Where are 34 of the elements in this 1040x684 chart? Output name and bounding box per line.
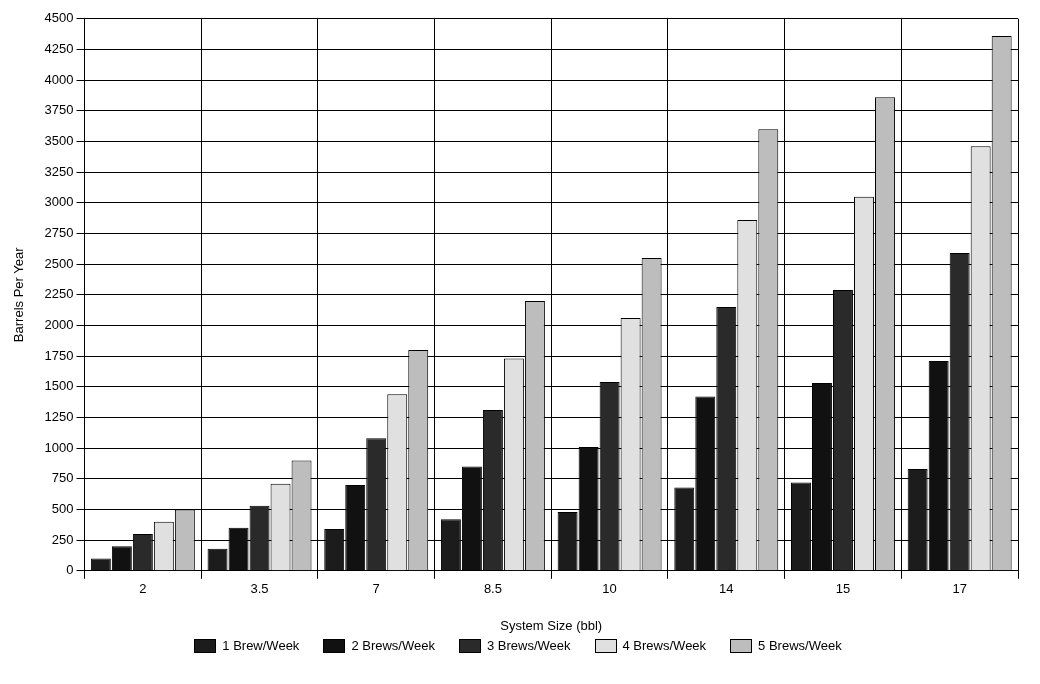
y-tick-label: 3250 bbox=[44, 163, 74, 179]
y-tick-label: 3500 bbox=[44, 133, 74, 149]
x-tick-label: 15 bbox=[835, 581, 851, 597]
y-tick-label: 1250 bbox=[44, 409, 74, 425]
legend-label: 4 Brews/Week bbox=[622, 638, 707, 653]
y-tick-label: 0 bbox=[66, 562, 74, 578]
y-tick-label: 3750 bbox=[44, 102, 74, 118]
y-tick-label: 3000 bbox=[44, 194, 74, 210]
x-tick-label: 7 bbox=[372, 581, 380, 597]
y-axis-title: Barrels Per Year bbox=[11, 246, 27, 343]
legend-label: 2 Brews/Week bbox=[351, 638, 435, 653]
y-tick-label: 4250 bbox=[44, 41, 74, 57]
x-tick-label: 2 bbox=[139, 581, 147, 597]
y-tick-label: 750 bbox=[51, 470, 74, 486]
x-tick-label: 14 bbox=[719, 581, 734, 597]
x-tick-label: 3.5 bbox=[250, 581, 269, 597]
y-tick-label: 2750 bbox=[44, 225, 74, 241]
x-tick-label: 10 bbox=[602, 581, 617, 597]
y-tick-label: 2250 bbox=[44, 286, 74, 302]
legend-label: 1 Brew/Week bbox=[222, 638, 300, 653]
y-tick-label: 1500 bbox=[44, 378, 74, 394]
y-tick-label: 1000 bbox=[44, 439, 74, 455]
y-tick-label: 2500 bbox=[44, 255, 74, 271]
legend-label: 3 Brews/Week bbox=[486, 638, 571, 653]
y-tick-label: 250 bbox=[51, 531, 74, 547]
y-tick-label: 1750 bbox=[44, 347, 74, 363]
x-tick-label: 8.5 bbox=[483, 581, 502, 597]
y-tick-label: 500 bbox=[51, 501, 74, 517]
y-tick-label: 2000 bbox=[44, 317, 74, 333]
x-tick-label: 17 bbox=[952, 581, 967, 597]
y-tick-label: 4000 bbox=[44, 71, 74, 87]
x-axis-title: System Size (bbl) bbox=[500, 617, 603, 633]
legend-label: 5 Brews/Week bbox=[758, 638, 842, 653]
y-tick-label: 4500 bbox=[44, 10, 74, 26]
